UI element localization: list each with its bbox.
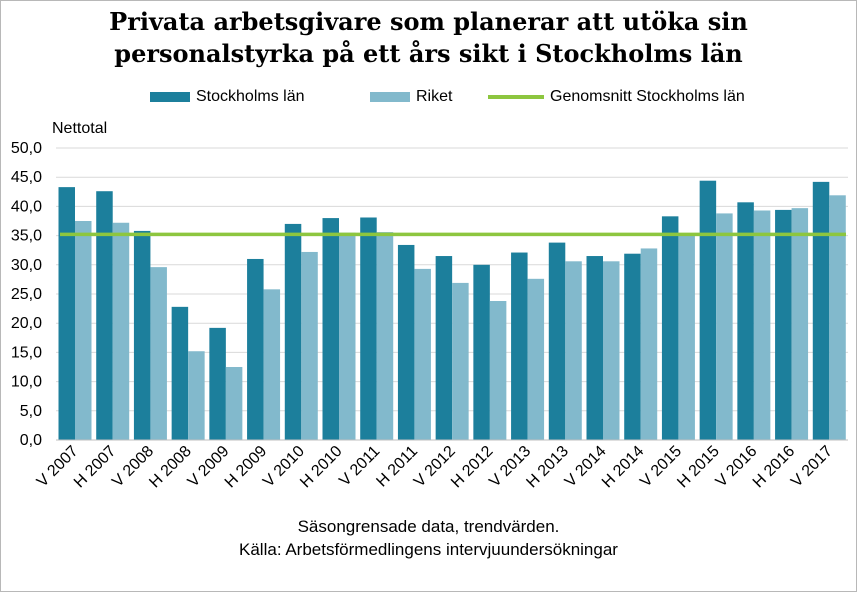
x-tick-label: H 2009 — [222, 443, 271, 492]
bar-riket — [150, 267, 167, 440]
bar-stockholm — [171, 306, 189, 440]
x-tick-label: H 2016 — [750, 443, 799, 492]
bar-stockholm — [247, 258, 264, 440]
chart-title-line2: personalstyrka på ett års sikt i Stockho… — [114, 39, 743, 68]
bar-riket — [716, 213, 733, 440]
bar-stockholm — [96, 191, 113, 440]
bar-stockholm — [473, 264, 490, 440]
bar-riket — [301, 251, 318, 440]
x-tick-label: V 2017 — [788, 443, 836, 491]
bar-stockholm — [284, 223, 302, 440]
legend-label-riket: Riket — [416, 88, 453, 105]
bar-stockholm — [548, 242, 566, 440]
legend-label-average: Genomsnitt Stockholms län — [550, 88, 745, 105]
bar-riket — [603, 261, 620, 440]
chart-title-line1: Privata arbetsgivare som planerar att ut… — [109, 7, 748, 36]
legend-swatch-average — [488, 95, 544, 99]
bar-stockholm — [624, 253, 641, 440]
x-tick-label: H 2008 — [146, 443, 195, 492]
bar-riket — [565, 261, 582, 440]
bar-riket — [829, 195, 846, 440]
y-axis-label: Nettotal — [52, 120, 108, 137]
bar-riket — [678, 233, 695, 440]
bar-stockholm — [775, 209, 792, 440]
legend: Stockholms län Riket Genomsnitt Stockhol… — [0, 88, 857, 110]
bar-riket — [339, 232, 356, 440]
chart-title: Privata arbetsgivare som planerar att ut… — [0, 6, 857, 70]
bar-riket — [112, 222, 130, 440]
y-tick-label: 50,0 — [11, 140, 42, 157]
y-tick-label: 20,0 — [11, 315, 42, 332]
bar-riket — [225, 367, 243, 440]
legend-item-riket: Riket — [370, 88, 452, 106]
bar-stockholm — [661, 216, 679, 440]
bar-stockholm — [322, 218, 339, 440]
legend-item-stockholm: Stockholms län — [150, 88, 305, 106]
y-tick-label: 35,0 — [11, 228, 42, 245]
y-tick-label: 30,0 — [11, 257, 42, 274]
y-tick-label: 15,0 — [11, 344, 42, 361]
bar-riket — [452, 282, 469, 440]
bar-stockholm — [511, 252, 528, 440]
y-tick-label: 10,0 — [11, 374, 42, 391]
y-tick-label: 25,0 — [11, 286, 42, 303]
x-tick-label: H 2007 — [71, 443, 120, 492]
y-tick-label: 5,0 — [20, 403, 42, 420]
bar-stockholm — [360, 217, 377, 440]
x-tick-label: H 2013 — [523, 443, 572, 492]
x-tick-label: H 2011 — [373, 443, 421, 491]
bar-stockholm — [58, 187, 75, 440]
bar-riket — [753, 210, 771, 440]
legend-item-average: Genomsnitt Stockholms län — [488, 88, 745, 106]
bar-stockholm — [435, 256, 453, 440]
legend-swatch-riket — [370, 92, 410, 102]
footnote-line2: Källa: Arbetsförmedlingens intervjuunder… — [239, 540, 618, 559]
bar-stockholm — [209, 327, 226, 440]
y-tick-label: 40,0 — [11, 198, 42, 215]
bar-stockholm — [737, 202, 754, 440]
bar-riket — [414, 268, 431, 440]
bar-stockholm — [586, 256, 603, 440]
bar-stockholm — [812, 181, 830, 440]
bar-stockholm — [397, 244, 415, 440]
bar-riket — [640, 248, 658, 440]
y-tick-label: 0,0 — [20, 432, 42, 449]
bar-stockholm — [699, 180, 717, 441]
bar-riket — [75, 221, 92, 440]
bar-riket — [489, 301, 507, 440]
y-tick-label: 45,0 — [11, 169, 42, 186]
bar-stockholm — [133, 230, 151, 440]
legend-swatch-stockholm — [150, 92, 190, 102]
x-tick-label: H 2015 — [674, 443, 723, 492]
x-tick-label: H 2010 — [297, 443, 346, 492]
x-tick-label: H 2012 — [448, 443, 497, 492]
bar-riket — [527, 278, 545, 440]
bar-riket — [791, 208, 809, 440]
bar-riket — [188, 351, 205, 440]
footnote-line1: Säsongrensade data, trendvärden. — [297, 517, 560, 536]
bar-riket — [263, 289, 281, 440]
legend-label-stockholm: Stockholms län — [196, 88, 305, 105]
bar-riket — [376, 232, 394, 440]
x-tick-label: H 2014 — [599, 443, 648, 492]
